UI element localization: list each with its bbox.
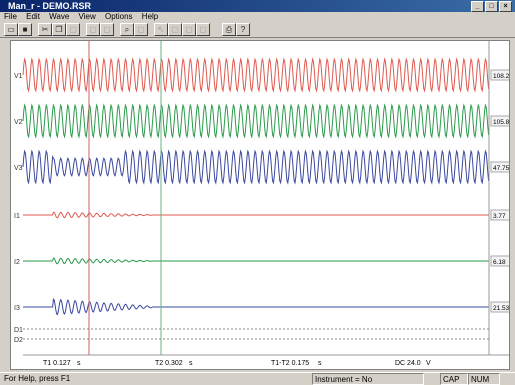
status-cap: CAP bbox=[440, 373, 468, 385]
menu-view[interactable]: View bbox=[78, 12, 96, 21]
status-help: For Help, press F1 bbox=[4, 374, 71, 383]
channel-value-i3: 21.53 bbox=[493, 305, 509, 312]
help-icon[interactable]: ? bbox=[236, 23, 250, 36]
window-title: Man_r - DEMO.RSR bbox=[8, 1, 92, 11]
cursor-delta-readout: T1-T2 0.175 bbox=[271, 360, 309, 367]
open-icon[interactable]: ▭ bbox=[4, 23, 18, 36]
zoom-icon[interactable]: ⌕ bbox=[120, 23, 134, 36]
cursor-t1-unit: s bbox=[77, 360, 81, 367]
channel-value-i2: 6.18 bbox=[493, 259, 506, 266]
channel-value-i1: 3.77 bbox=[493, 213, 506, 220]
channel-value-v2: 105.8 bbox=[493, 119, 509, 126]
minimize-button[interactable]: _ bbox=[471, 1, 484, 12]
cursor-t2-unit: s bbox=[189, 360, 193, 367]
cursor-t1-readout: T1 0.127 bbox=[43, 360, 71, 367]
waveform-v3 bbox=[22, 149, 490, 185]
status-bar: For Help, press F1 Instrument = No CAP N… bbox=[0, 372, 515, 385]
title-bar: Man_r - DEMO.RSR _ □ × bbox=[0, 0, 515, 12]
channel-label-v3: V3 bbox=[14, 165, 23, 172]
digital-label-d2: D2 bbox=[14, 337, 23, 344]
redo-icon[interactable]: ▢ bbox=[100, 23, 114, 36]
waveform-i3 bbox=[23, 298, 489, 316]
channel-label-i1: I1 bbox=[14, 213, 20, 220]
paste-icon[interactable]: ▢ bbox=[66, 23, 80, 36]
menu-wave[interactable]: Wave bbox=[49, 12, 70, 21]
waveform-v1 bbox=[22, 57, 490, 93]
marker-icon[interactable]: ↖ bbox=[154, 23, 168, 36]
select-icon[interactable]: ▢ bbox=[182, 23, 196, 36]
toolbar: ▭ ■ ✂ ❐ ▢ ▢ ▢ ⌕ ▢ ↖ ▢ ▢ ▢ ⎙ ? bbox=[0, 22, 515, 38]
menu-bar: File Edit Wave View Options Help bbox=[0, 12, 515, 22]
copy-icon[interactable]: ❐ bbox=[52, 23, 66, 36]
measure-icon[interactable]: ▢ bbox=[196, 23, 210, 36]
channel-label-i2: I2 bbox=[14, 259, 20, 266]
channel-label-v1: V1 bbox=[14, 73, 23, 80]
waveform-canvas[interactable]: D1 D2 V1108.2VV2105.8VV347.75VI13.77AI26… bbox=[11, 41, 515, 369]
waveform-plot[interactable]: D1 D2 V1108.2VV2105.8VV347.75VI13.77AI26… bbox=[10, 40, 515, 370]
dc-readout: DC 24.0 bbox=[395, 360, 421, 367]
close-button[interactable]: × bbox=[499, 1, 512, 12]
dc-unit: V bbox=[426, 360, 431, 367]
cursor-icon[interactable]: ▢ bbox=[134, 23, 148, 36]
cut-icon[interactable]: ✂ bbox=[38, 23, 52, 36]
cursor-delta-unit: s bbox=[318, 360, 322, 367]
status-num: NUM bbox=[468, 373, 500, 385]
undo-icon[interactable]: ▢ bbox=[86, 23, 100, 36]
waveform-v2 bbox=[22, 103, 490, 139]
channel-value-v1: 108.2 bbox=[493, 73, 509, 80]
menu-options[interactable]: Options bbox=[104, 12, 133, 21]
channel-label-v2: V2 bbox=[14, 119, 23, 126]
status-instrument: Instrument = No bbox=[312, 373, 424, 385]
maximize-button[interactable]: □ bbox=[485, 1, 498, 12]
menu-help[interactable]: Help bbox=[141, 12, 159, 21]
print-icon[interactable]: ⎙ bbox=[222, 23, 236, 36]
digital-label-d1: D1 bbox=[14, 327, 23, 334]
menu-file[interactable]: File bbox=[4, 12, 17, 21]
menu-edit[interactable]: Edit bbox=[26, 12, 40, 21]
channel-label-i3: I3 bbox=[14, 305, 20, 312]
move-icon[interactable]: ▢ bbox=[168, 23, 182, 36]
waveform-i2 bbox=[23, 257, 489, 265]
waveform-i1 bbox=[23, 211, 489, 219]
channel-value-v3: 47.75 bbox=[493, 165, 509, 172]
save-icon[interactable]: ■ bbox=[18, 23, 32, 36]
cursor-t2-readout: T2 0.302 bbox=[155, 360, 183, 367]
